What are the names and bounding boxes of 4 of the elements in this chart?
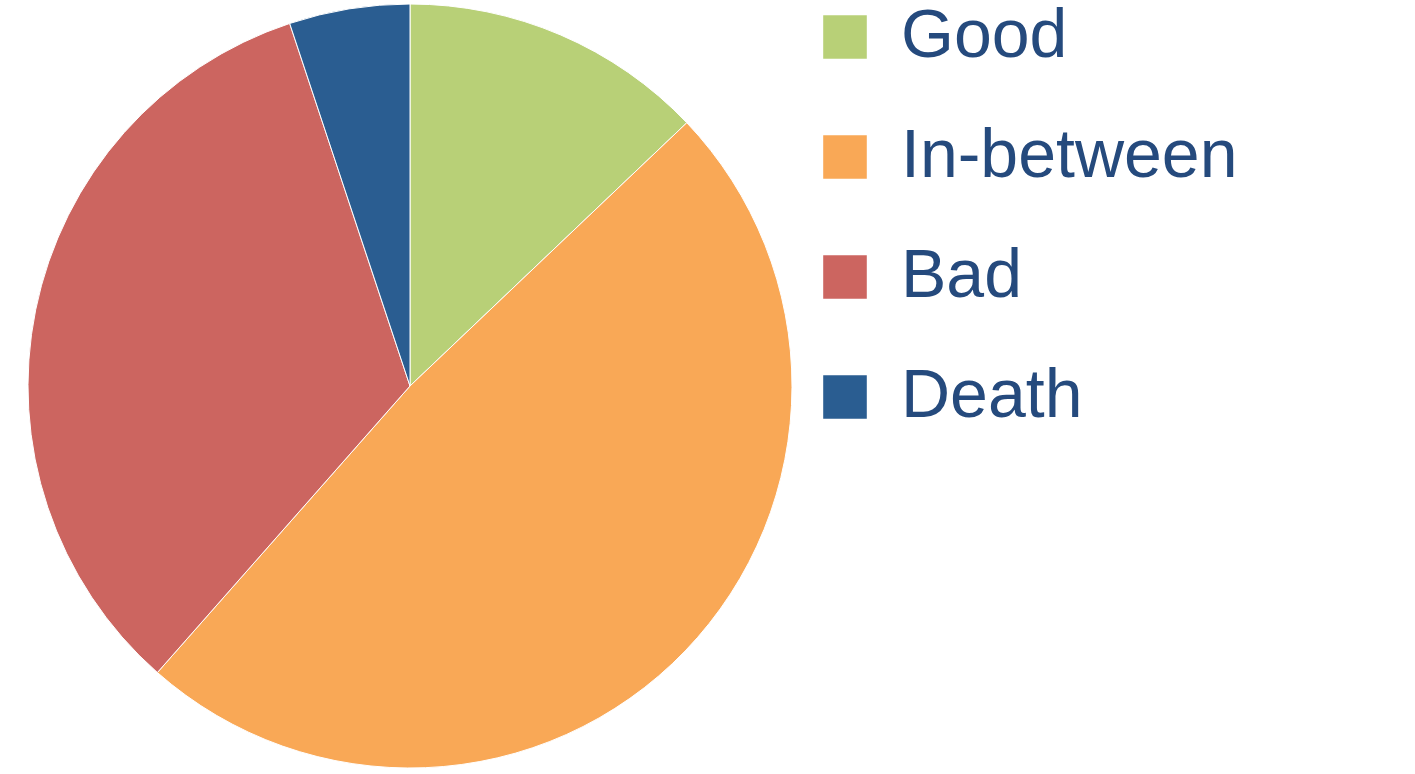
legend-label: In-between: [901, 115, 1238, 191]
legend-label: Bad: [901, 235, 1022, 311]
legend-label: Death: [901, 355, 1083, 431]
legend-label: Good: [901, 0, 1068, 71]
